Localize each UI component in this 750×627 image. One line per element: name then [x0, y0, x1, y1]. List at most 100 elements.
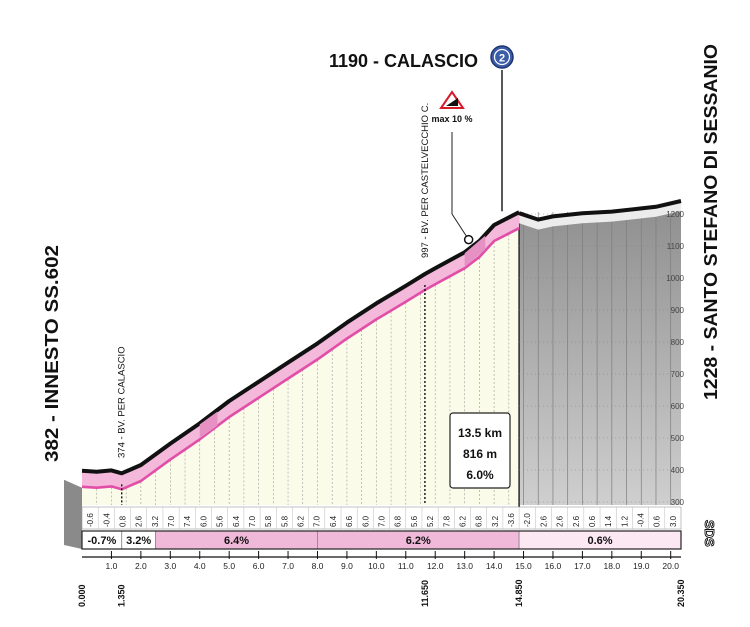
- gradient-value: 5.6: [216, 515, 225, 527]
- altitude-tick-label: 1200: [666, 210, 684, 219]
- gradient-value: 2.6: [556, 515, 565, 527]
- gradient-value: 6.6: [345, 515, 354, 527]
- profile-side-block: [64, 479, 82, 549]
- gradient-value: 7.4: [183, 515, 192, 527]
- km-tick-label: 13.0: [456, 561, 473, 571]
- gradient-value: 7.0: [248, 515, 257, 527]
- road-top-outline: [81, 210, 521, 476]
- climb-info-value: 13.5 km: [458, 426, 502, 440]
- descent-area: [519, 205, 681, 505]
- km-tick-label: 5.0: [223, 561, 235, 571]
- km-tick-label: 9.0: [341, 561, 353, 571]
- steep-climb-icon-slope: [446, 98, 458, 106]
- road-top-outline-descent: [518, 199, 682, 222]
- altitude-tick-label: 900: [671, 306, 685, 315]
- climb-info-box: [449, 412, 511, 489]
- km-tick-label: 18.0: [604, 561, 621, 571]
- km-marker-label: 20.350: [676, 579, 686, 607]
- gradient-value: 6.8: [394, 515, 403, 527]
- gradient-value: 6.8: [475, 515, 484, 527]
- max-gradient-point: [463, 234, 474, 245]
- km-tick-label: 12.0: [427, 561, 444, 571]
- gradient-value: 7.0: [167, 515, 176, 527]
- gradient-value: 5.8: [280, 515, 289, 527]
- gradient-value: 2.6: [135, 515, 144, 527]
- gradient-value: 0.6: [653, 515, 662, 527]
- gradient-value: -2.0: [523, 513, 532, 527]
- gradient-value: 6.2: [458, 515, 467, 527]
- gradient-value: 5.2: [426, 515, 435, 527]
- km-marker-label: 14.850: [514, 579, 524, 607]
- start-label: 382 - INNESTO SS.602: [42, 245, 62, 462]
- km-tick-label: 14.0: [486, 561, 503, 571]
- gradient-segment-label: 6.2%: [406, 535, 431, 547]
- gradient-value: 3.2: [491, 515, 500, 527]
- gradient-value: 0.6: [588, 515, 597, 527]
- km-tick-label: 2.0: [135, 561, 147, 571]
- summit-label: 1190 - CALASCIO: [329, 51, 478, 71]
- gradient-value: 6.0: [199, 515, 208, 527]
- waypoint-label: 997 - BV. PER CASTELVECCHIO C.: [420, 103, 431, 258]
- gradient-value: 3.0: [669, 515, 678, 527]
- sds-logo: SDS: [702, 520, 717, 547]
- climb-info-value: 816 m: [463, 447, 497, 461]
- km-tick-label: 8.0: [312, 561, 324, 571]
- km-tick-label: 1.0: [106, 561, 118, 571]
- km-tick-label: 19.0: [633, 561, 650, 571]
- waypoint-label: 374 - BV. PER CALASCIO: [117, 346, 128, 458]
- km-tick-label: 4.0: [194, 561, 206, 571]
- altitude-tick-label: 1100: [667, 242, 685, 251]
- km-tick-label: 11.0: [398, 561, 414, 571]
- altitude-tick-label: 800: [671, 338, 685, 347]
- km-tick-label: 7.0: [282, 561, 294, 571]
- altitude-tick-label: 700: [671, 370, 685, 379]
- gradient-value: 6.2: [297, 515, 306, 527]
- gradient-segment-label: 0.6%: [588, 535, 613, 547]
- steep-section-mark: [464, 235, 486, 268]
- gradient-segment-label: 6.4%: [224, 535, 249, 547]
- steep-section-mark: [199, 411, 218, 439]
- gradient-value: 1.4: [604, 515, 613, 527]
- category-badge-number: 2: [499, 53, 505, 65]
- gradient-segment-label: 3.2%: [126, 535, 151, 547]
- gradient-value: 2.6: [539, 515, 548, 527]
- climb-info-value: 6.0%: [466, 468, 494, 482]
- altitude-tick-label: 500: [671, 434, 685, 443]
- road-band-descent: [519, 201, 681, 230]
- max-gradient-pointer: [451, 213, 470, 240]
- altitude-tick-label: 1000: [666, 274, 684, 283]
- gradient-value: 7.8: [442, 515, 451, 527]
- altitude-tick-label: 400: [671, 466, 685, 475]
- segment-frame: [81, 530, 682, 550]
- km-tick-label: 16.0: [545, 561, 562, 571]
- km-tick-label: 15.0: [515, 561, 532, 571]
- gradient-value: 2.6: [572, 515, 581, 527]
- gradient-value: 1.2: [620, 515, 629, 527]
- gradient-value: 6.4: [232, 515, 241, 527]
- altitude-tick-label: 600: [671, 402, 685, 411]
- gradient-value: 6.0: [361, 515, 370, 527]
- gradient-value: -0.4: [637, 513, 646, 527]
- gradient-value: -0.6: [86, 513, 95, 527]
- altitude-tick-label: 300: [671, 498, 685, 507]
- km-tick-label: 6.0: [253, 561, 265, 571]
- category-badge-ring: [493, 48, 511, 66]
- road-line: [81, 227, 520, 491]
- gradient-value: 3.2: [151, 515, 160, 527]
- gradient-value: 7.0: [378, 515, 387, 527]
- gradient-value: 6.4: [329, 515, 338, 527]
- km-marker-label: 11.650: [420, 580, 430, 607]
- gradient-value: -3.6: [507, 513, 516, 527]
- gradient-value: 7.0: [313, 515, 322, 527]
- gradient-value: 0.8: [118, 515, 127, 527]
- gradient-strip: [81, 506, 682, 530]
- km-tick-label: 20.0: [662, 561, 679, 571]
- gradient-value: 5.8: [264, 515, 273, 527]
- gradient-value: -0.4: [102, 513, 111, 527]
- km-tick-label: 10.0: [368, 561, 385, 571]
- km-marker-label: 1.350: [117, 584, 127, 607]
- gradient-value: 5.6: [410, 515, 419, 527]
- finish-label: 1228 - SANTO STEFANO DI SESSANIO: [701, 44, 721, 400]
- km-marker-label: 0.000: [77, 584, 87, 607]
